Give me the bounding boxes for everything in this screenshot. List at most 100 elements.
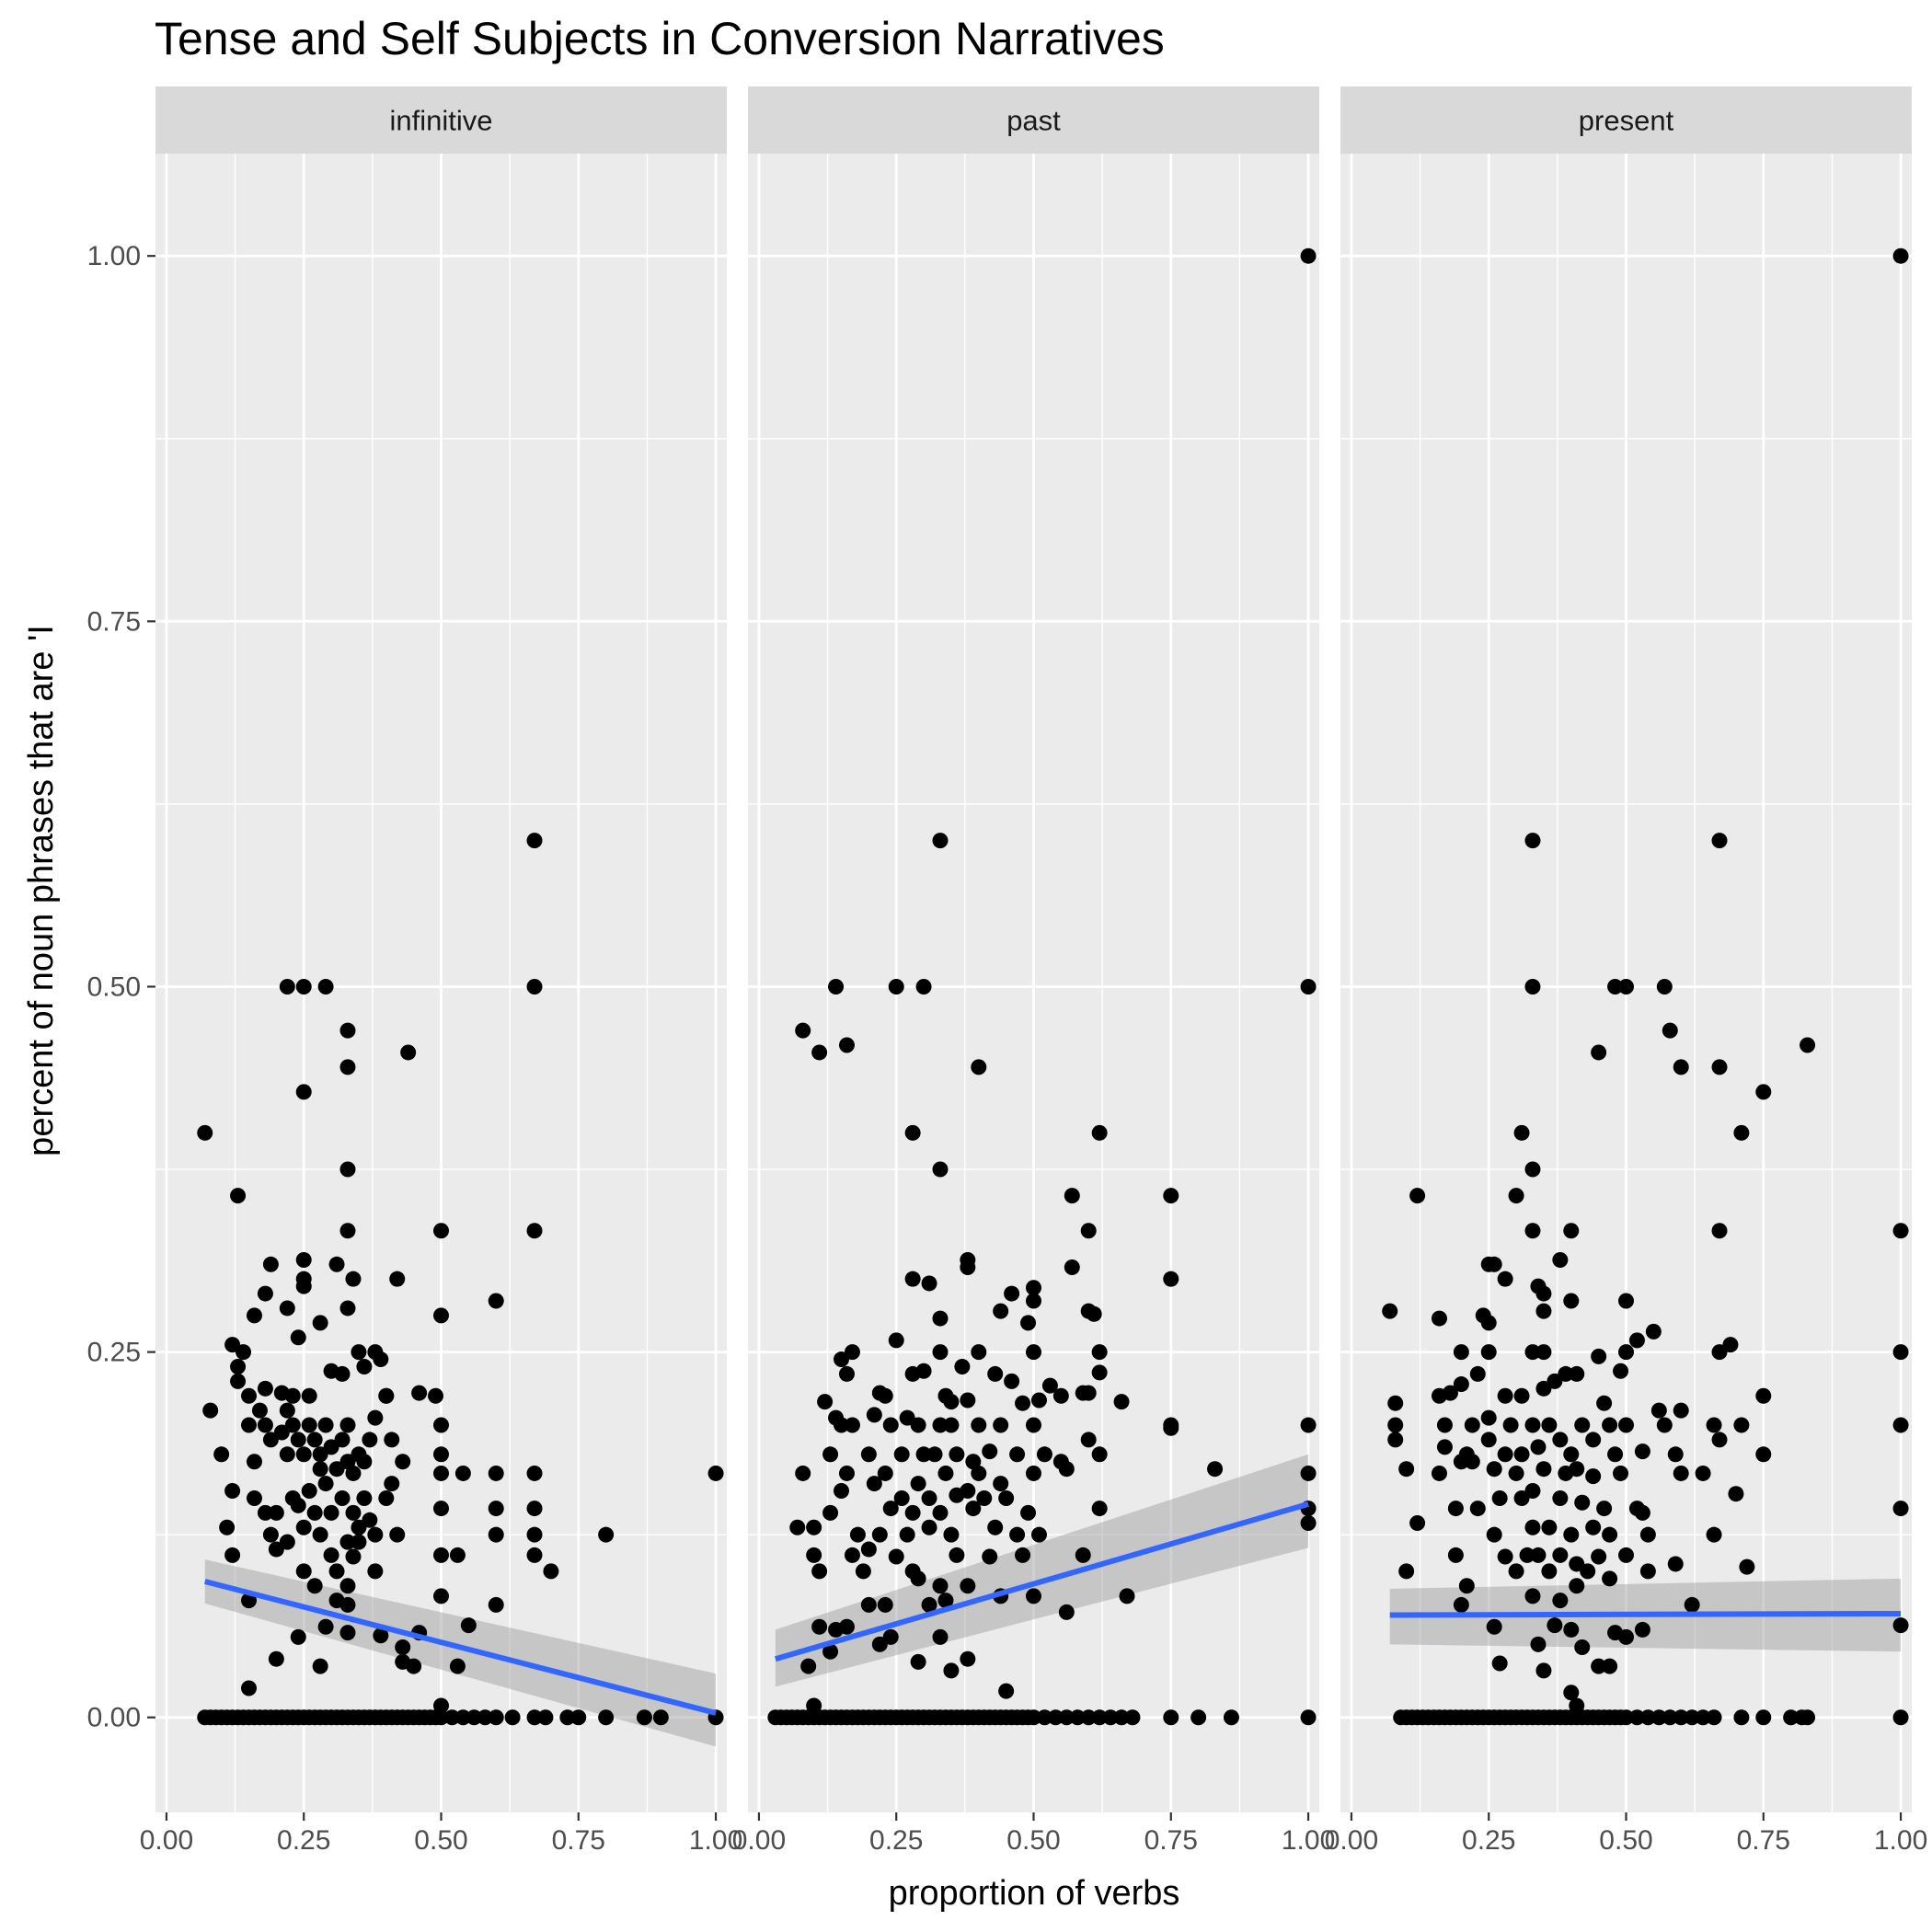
data-point — [1645, 1323, 1662, 1340]
data-point — [932, 1161, 949, 1178]
data-point — [1711, 1223, 1728, 1239]
data-point — [1036, 1446, 1052, 1463]
data-point — [965, 1501, 982, 1517]
data-point — [384, 1476, 400, 1492]
data-point — [1119, 1588, 1135, 1604]
data-point — [1591, 1658, 1607, 1674]
data-point — [834, 1351, 850, 1368]
data-point — [937, 1465, 954, 1481]
data-point — [1722, 1337, 1739, 1353]
data-point — [1733, 1709, 1750, 1726]
data-point — [1026, 1344, 1041, 1361]
data-point — [1892, 1344, 1909, 1361]
data-point — [356, 1454, 373, 1470]
x-tick-label: 1.00 — [1874, 1825, 1927, 1856]
panel-past: past 0.00 0.25 0.50 0.75 1.00 — [732, 86, 1335, 1856]
data-point — [1569, 1578, 1585, 1594]
data-point — [993, 1303, 1009, 1319]
data-point — [960, 1650, 976, 1667]
data-point — [433, 1547, 449, 1563]
data-point — [389, 1271, 406, 1287]
data-point — [1733, 1124, 1750, 1141]
data-point — [1656, 1417, 1673, 1433]
data-point — [652, 1709, 669, 1726]
data-point — [893, 1489, 910, 1506]
data-point — [1650, 1709, 1667, 1726]
data-point — [570, 1709, 587, 1726]
data-point — [504, 1709, 521, 1726]
data-point — [433, 1465, 449, 1481]
data-point — [1524, 978, 1541, 995]
data-point — [295, 1084, 312, 1100]
data-point — [279, 1402, 295, 1419]
data-point — [295, 978, 312, 995]
data-point — [915, 1446, 932, 1463]
data-point — [1091, 1709, 1108, 1726]
data-point — [1524, 833, 1541, 849]
data-point — [877, 1387, 893, 1404]
data-point — [1453, 1596, 1469, 1613]
data-point — [224, 1337, 241, 1353]
data-point — [1486, 1526, 1502, 1543]
data-point — [1667, 1556, 1684, 1572]
data-point — [877, 1465, 893, 1481]
data-point — [526, 1547, 543, 1563]
data-point — [284, 1387, 301, 1404]
data-point — [378, 1489, 395, 1506]
data-point — [268, 1541, 284, 1558]
data-point — [312, 1658, 328, 1674]
data-point — [345, 1504, 362, 1521]
data-point — [400, 1044, 417, 1061]
data-point — [334, 1489, 351, 1506]
data-point — [1300, 1417, 1317, 1433]
data-point — [943, 1662, 960, 1679]
data-point — [1223, 1709, 1239, 1726]
x-tick-label: 0.50 — [414, 1825, 467, 1856]
data-point — [1563, 1446, 1580, 1463]
data-point — [844, 1344, 860, 1361]
data-point — [1574, 1417, 1591, 1433]
data-point — [1387, 1417, 1404, 1433]
data-point — [1711, 1059, 1728, 1075]
data-point — [411, 1385, 428, 1401]
data-point — [1755, 1084, 1772, 1100]
data-point — [1706, 1709, 1722, 1726]
data-point — [1535, 1285, 1552, 1302]
data-point — [1673, 1465, 1689, 1481]
data-point — [1591, 1348, 1607, 1364]
data-point — [433, 1223, 449, 1239]
y-tick-label: 1.00 — [87, 241, 141, 271]
data-point — [921, 1596, 937, 1613]
data-point — [932, 1504, 949, 1521]
data-point — [1409, 1514, 1426, 1531]
data-point — [1580, 1563, 1596, 1580]
data-point — [1892, 1223, 1909, 1239]
data-point — [915, 1363, 932, 1379]
data-point — [339, 1596, 356, 1613]
data-point — [1800, 1037, 1816, 1053]
data-point — [433, 1417, 449, 1433]
data-point — [246, 1489, 262, 1506]
data-point — [1524, 1588, 1541, 1604]
data-point — [1058, 1604, 1075, 1620]
data-point — [1574, 1639, 1591, 1655]
data-point — [943, 1526, 960, 1543]
x-axis-title: proportion of verbs — [889, 1874, 1180, 1913]
data-point — [1124, 1709, 1141, 1726]
data-point — [257, 1285, 273, 1302]
data-point — [1091, 1501, 1108, 1517]
data-point — [1300, 1709, 1317, 1726]
data-point — [1535, 1662, 1552, 1679]
data-point — [910, 1417, 926, 1433]
data-point — [1519, 1547, 1535, 1563]
data-point — [323, 1547, 339, 1563]
data-point — [1513, 1446, 1530, 1463]
data-point — [1596, 1501, 1613, 1517]
data-point — [339, 1534, 356, 1550]
data-point — [1591, 1044, 1607, 1061]
x-tick-label: 0.75 — [1737, 1825, 1790, 1856]
x-tick-label: 0.00 — [1325, 1825, 1378, 1856]
data-point — [1447, 1547, 1464, 1563]
data-point — [526, 978, 543, 995]
data-point — [312, 1446, 328, 1463]
